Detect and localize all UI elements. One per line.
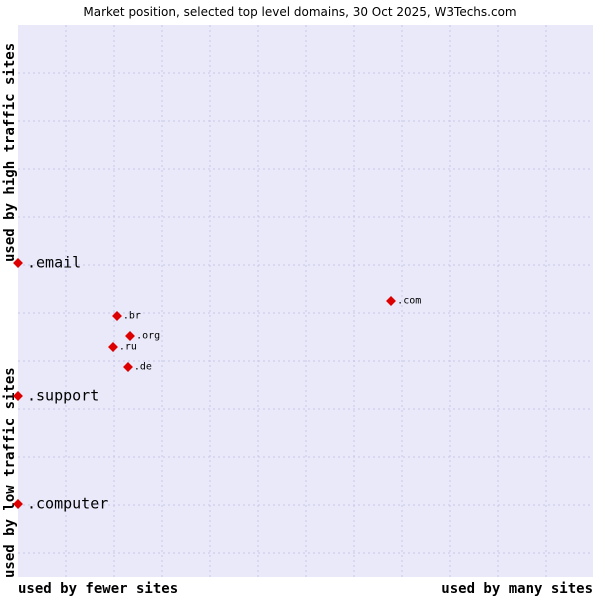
point-label: .email (27, 253, 82, 272)
point-label: .de (133, 361, 152, 373)
point-label: .br (122, 310, 141, 322)
y-axis-label-top: used by high traffic sites (2, 42, 18, 262)
x-axis-label-left: used by fewer sites (18, 581, 179, 597)
x-axis-label-right: used by many sites (441, 581, 593, 597)
point-label: .computer (27, 494, 109, 513)
plot-area: .email .support .computer .com .br .org .ru .de (13, 25, 593, 577)
point-label: .org (136, 330, 161, 342)
chart-title: Market position, selected top level doma… (83, 5, 517, 19)
point-label: .com (397, 295, 422, 307)
point-label: .support (27, 386, 100, 405)
point-label: .ru (118, 341, 137, 353)
x-axis-labels: used by fewer sites used by many sites (18, 581, 593, 597)
